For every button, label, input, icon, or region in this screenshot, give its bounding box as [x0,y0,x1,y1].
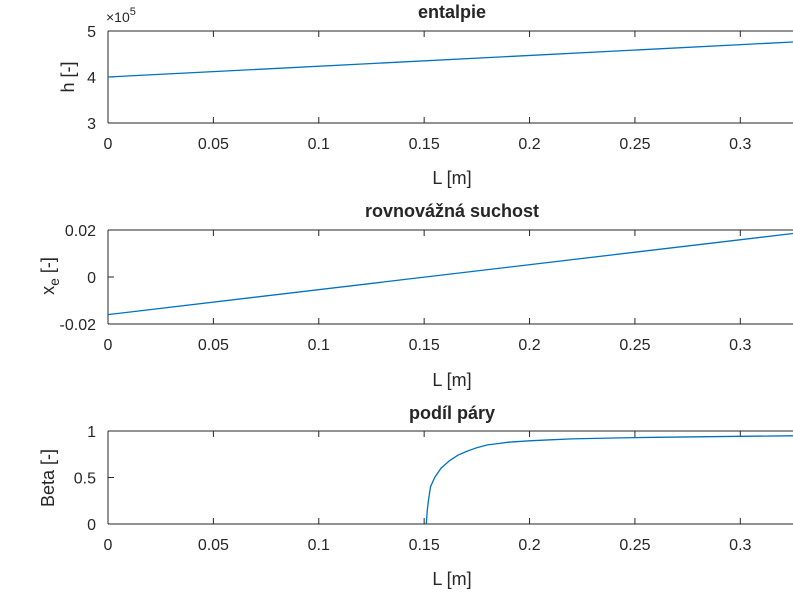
y-tick-label: 5 [87,24,96,41]
x-tick-label: 0.1 [308,537,330,554]
y-axis-label-text: h [-] [58,61,78,92]
y-axis-label: xe [-] [38,257,62,295]
x-tick-label: 0 [104,337,113,354]
series [107,41,793,78]
series-line [425,435,793,525]
subplot-rovnovazna-suchost: rovnovážná suchost xe [-] L [m] 0 0.05 0.1… [38,201,793,390]
y-ticks: 3 4 5 [87,24,114,133]
x-tick-label: 0.15 [409,537,440,554]
y-tick-label: 0.5 [74,471,96,488]
y-axis-label-text: Beta [-] [38,449,58,507]
x-tick-label: 0.25 [619,337,650,354]
x-tick-label: 0.25 [619,537,650,554]
x-axis-label: L [m] [432,370,471,390]
x-tick-label: 0.1 [308,136,330,153]
x-tick-label: 0.05 [198,537,229,554]
x-ticks: 0 0.05 0.1 0.15 0.2 0.25 0.3 [104,431,752,554]
y-axis-label: Beta [-] [38,449,58,507]
x-tick-label: 0.3 [729,537,751,554]
y-tick-label: -0.02 [60,317,97,334]
y-exponent: ×105 [106,6,136,25]
chart-title: entalpie [418,2,486,22]
y-ticks: 00.51 [74,424,114,534]
y-tick-label: 0.02 [65,223,96,240]
y-tick-label: 0 [87,270,96,287]
x-tick-label: 0.25 [619,136,650,153]
chart-title: rovnovážná suchost [365,201,539,221]
y-tick-label: 3 [87,116,96,133]
x-tick-label: 0 [104,537,113,554]
x-ticks: 0 0.05 0.1 0.15 0.2 0.25 0.3 [104,230,752,354]
x-tick-label: 0.3 [729,337,751,354]
x-tick-label: 0.05 [198,136,229,153]
x-ticks: 0 0.05 0.1 0.15 0.2 0.25 0.3 [104,31,752,153]
y-axis-label: h [-] [58,61,78,92]
series [107,232,793,316]
x-tick-label: 0.15 [409,136,440,153]
y-axis-label-text: xe [-] [38,257,62,295]
x-tick-label: 0.2 [518,337,540,354]
y-tick-label: 0 [87,517,96,534]
y-tick-label: 1 [87,424,96,441]
y-ticks: -0.02 0 0.02 [60,223,114,334]
x-tick-label: 0.2 [518,537,540,554]
series-line [107,41,793,78]
x-tick-label: 0.2 [518,136,540,153]
x-tick-label: 0.15 [409,337,440,354]
x-tick-label: 0 [104,136,113,153]
series-line [107,232,793,316]
chart-title: podíl páry [409,403,495,423]
series [425,435,793,525]
x-axis-label: L [m] [432,569,471,589]
subplot-podil-pary: podíl páry Beta [-] L [m] 0 0.05 0.1 0.15 0.… [38,403,793,589]
y-tick-label: 4 [87,70,96,87]
subplot-entalpie: entalpie ×105 h [-] L [m] 0 0.05 0.1 0.15 0.… [58,2,793,188]
x-axis-label: L [m] [432,168,471,188]
x-tick-label: 0.3 [729,136,751,153]
x-tick-label: 0.1 [308,337,330,354]
x-tick-label: 0.05 [198,337,229,354]
